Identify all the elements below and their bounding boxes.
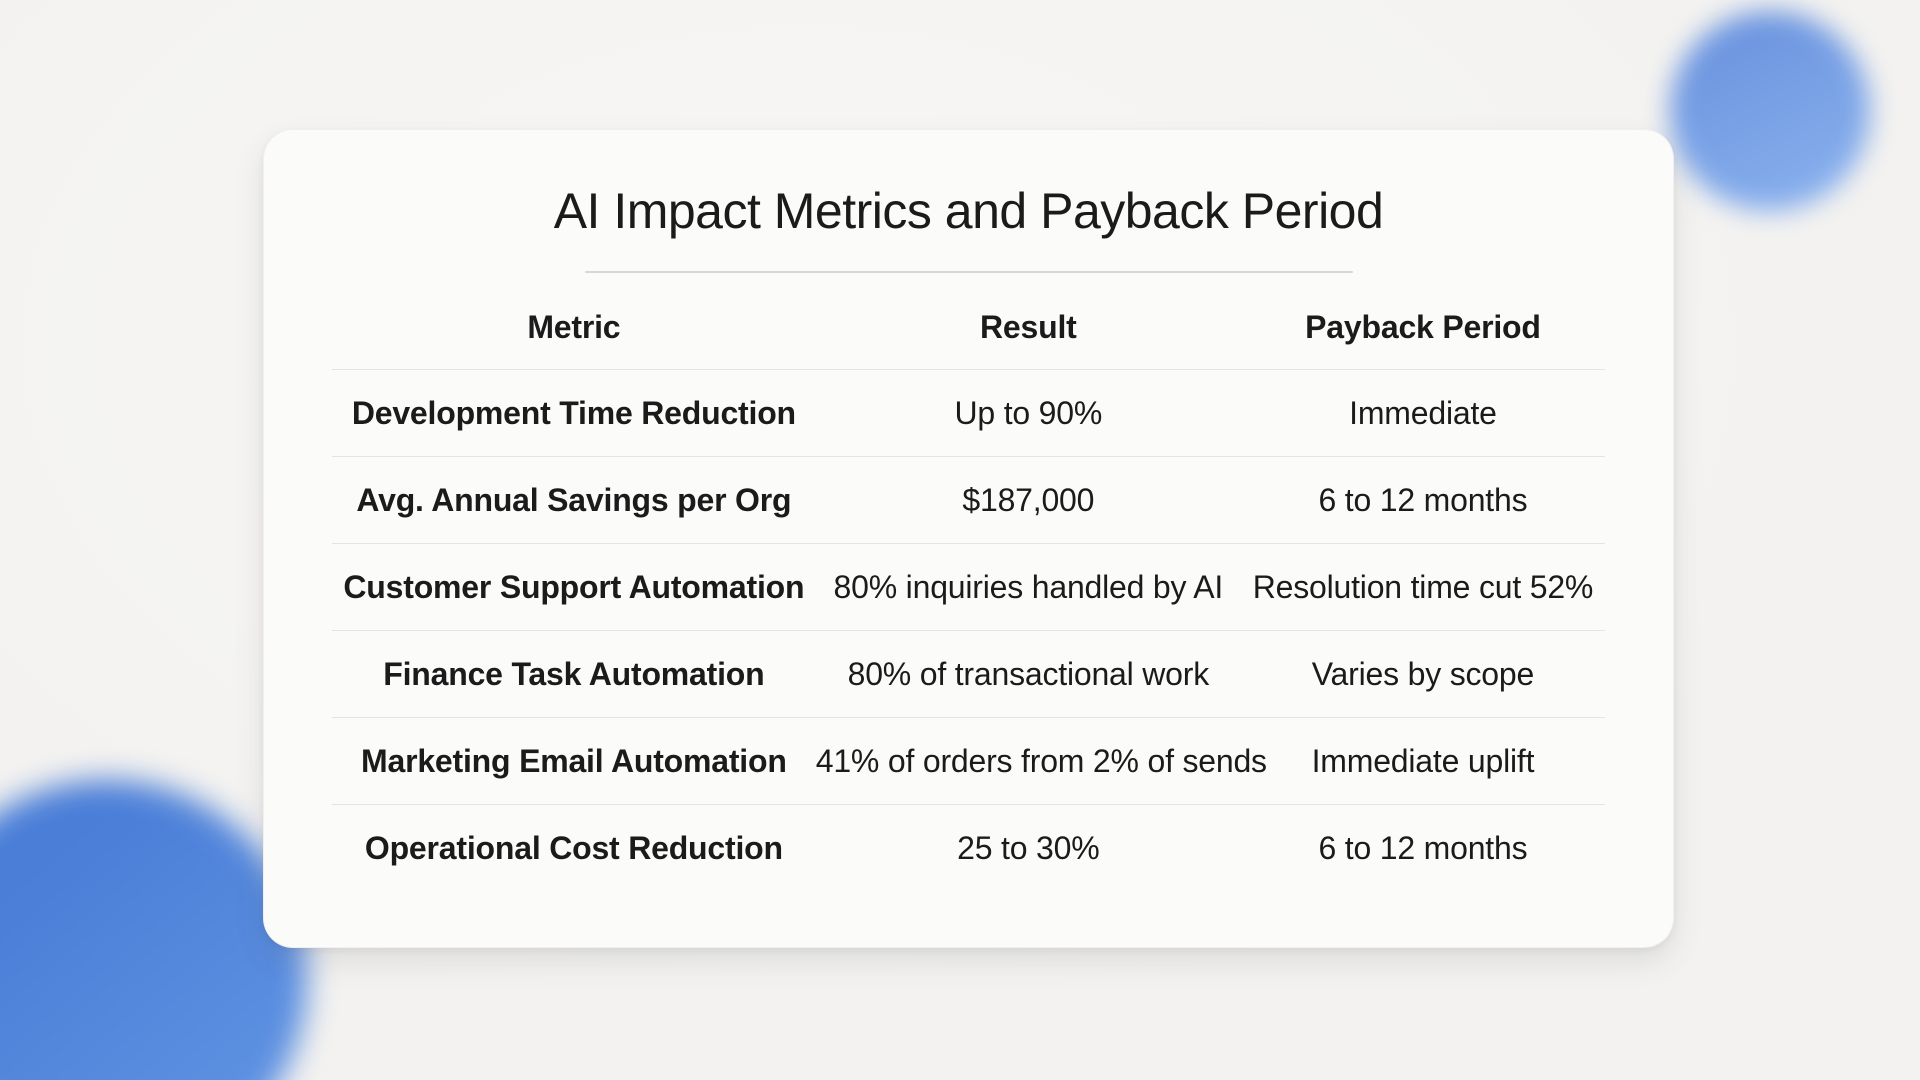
metrics-card: AI Impact Metrics and Payback Period Met… <box>263 129 1674 948</box>
decor-circle-bottom-left <box>0 780 307 1080</box>
cell-metric: Development Time Reduction <box>351 394 796 431</box>
cell-result: 25 to 30% <box>957 829 1100 866</box>
cell-payback: 6 to 12 months <box>1318 829 1528 866</box>
table-row: Customer Support Automation 80% inquirie… <box>332 543 1605 630</box>
cell-result: $187,000 <box>962 481 1095 518</box>
cell-metric: Avg. Annual Savings per Org <box>356 481 792 518</box>
cell-payback: Varies by scope <box>1311 655 1535 692</box>
cell-payback: 6 to 12 months <box>1318 481 1528 518</box>
table-row: Avg. Annual Savings per Org $187,000 6 t… <box>332 456 1605 543</box>
column-header-result: Result <box>980 308 1077 345</box>
cell-metric: Marketing Email Automation <box>361 742 787 779</box>
cell-result: 80% of transactional work <box>847 655 1210 692</box>
column-header-metric: Metric <box>527 308 621 345</box>
cell-payback: Resolution time cut 52% <box>1252 568 1594 605</box>
cell-result: Up to 90% <box>954 394 1103 431</box>
title-divider <box>584 271 1353 273</box>
metrics-table: Metric Result Payback Period Development… <box>332 273 1605 891</box>
cell-payback: Immediate <box>1349 394 1497 431</box>
cell-metric: Customer Support Automation <box>343 568 805 605</box>
cell-result: 80% inquiries handled by AI <box>833 568 1224 605</box>
cell-metric: Operational Cost Reduction <box>364 829 783 866</box>
cell-metric: Finance Task Automation <box>383 655 765 692</box>
decor-circle-top-right <box>1670 11 1870 211</box>
column-header-payback: Payback Period <box>1305 308 1541 345</box>
table-row: Operational Cost Reduction 25 to 30% 6 t… <box>332 804 1605 891</box>
page-title: AI Impact Metrics and Payback Period <box>553 183 1384 239</box>
table-header-row: Metric Result Payback Period <box>332 273 1605 369</box>
table-row: Marketing Email Automation 41% of orders… <box>332 717 1605 804</box>
table-row: Development Time Reduction Up to 90% Imm… <box>332 369 1605 456</box>
table-row: Finance Task Automation 80% of transacti… <box>332 630 1605 717</box>
cell-payback: Immediate uplift <box>1311 742 1535 779</box>
cell-result: 41% of orders from 2% of sends <box>815 742 1267 779</box>
